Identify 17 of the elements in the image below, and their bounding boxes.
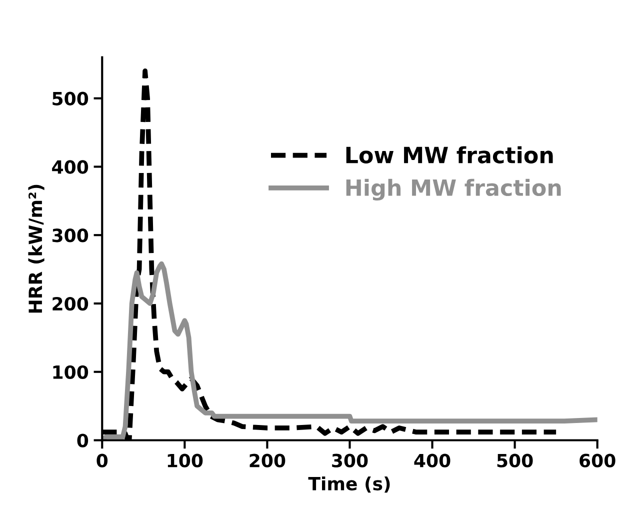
y-tick-label: 500 [52, 92, 88, 106]
x-axis-title: Time (s) [308, 476, 390, 493]
x-tick-label: 300 [332, 454, 368, 468]
x-tick-label: 500 [497, 454, 533, 468]
y-tick-label: 300 [52, 228, 88, 242]
x-tick-label: 0 [96, 454, 108, 468]
x-tick-label: 100 [168, 454, 203, 468]
x-tick-label: 400 [414, 454, 450, 468]
x-tick-label: 600 [580, 454, 616, 468]
y-tick-label: 100 [53, 365, 88, 379]
x-tick-label: 200 [250, 454, 286, 468]
y-tick-label: 400 [52, 160, 88, 174]
y-tick-label: 200 [52, 296, 88, 311]
legend-label: High MW fraction [346, 178, 561, 201]
y-tick-label: 0 [77, 434, 88, 448]
y-axis-title: HRR (kW/m²) [28, 184, 44, 313]
legend-label: Low MW fraction [346, 146, 553, 164]
